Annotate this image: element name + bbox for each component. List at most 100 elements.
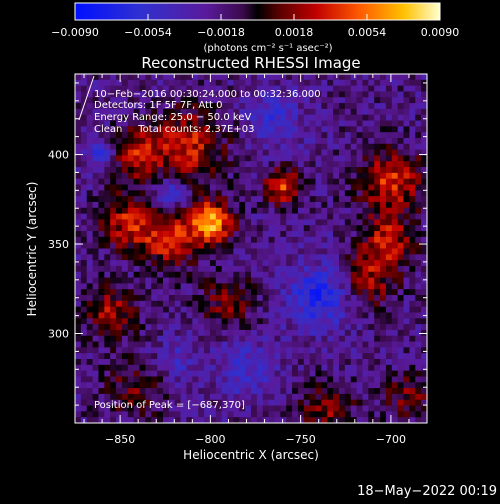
heatmap-cell [339,155,346,162]
heatmap-cell [303,74,311,81]
heatmap-cell [303,364,311,372]
heatmap-cell [75,120,82,127]
heatmap-cell [233,271,240,278]
heatmap-cell [245,359,252,366]
heatmap-cell [380,393,387,401]
heatmap-cell [239,114,246,121]
heatmap-cell [98,254,105,261]
heatmap-cell [86,248,93,255]
heatmap-cell [204,318,211,325]
heatmap-cell [327,120,334,127]
heatmap-cell [127,167,135,174]
heatmap-cell [303,114,311,121]
heatmap-cell [174,219,181,226]
heatmap-cell [368,143,375,151]
heatmap-cell [421,184,427,191]
heatmap-cell [151,277,158,284]
heatmap-cell [368,370,375,377]
heatmap-cell [280,178,287,185]
heatmap-cell [292,178,299,185]
heatmap-cell [421,411,427,418]
heatmap-cell [385,370,393,377]
heatmap-cell [280,324,287,331]
heatmap-cell [245,207,252,214]
heatmap-cell [256,114,264,121]
heatmap-cell [380,213,387,220]
heatmap-cell [151,399,158,406]
heatmap-cell [116,91,123,98]
heatmap-cell [180,161,187,168]
heatmap-cell [145,254,152,261]
heatmap-cell [333,108,340,116]
heatmap-cell [297,283,305,290]
heatmap-cell [297,411,305,418]
heatmap-cell [209,213,217,220]
heatmap-cell [274,184,281,191]
heatmap-cell [274,277,281,284]
heatmap-cell [362,335,369,342]
heatmap-cell [239,79,246,87]
heatmap-cell [344,329,352,337]
heatmap-cell [356,167,363,174]
heatmap-cell [174,271,181,278]
heatmap-cell [80,359,88,366]
heatmap-cell [215,91,223,98]
heatmap-cell [192,231,199,238]
heatmap-cell [391,248,399,255]
heatmap-cell [368,289,375,296]
heatmap-cell [391,167,399,174]
heatmap-cell [145,277,152,284]
x-axis-label: Heliocentric X (arcsec) [183,448,319,462]
heatmap-cell [397,312,404,319]
heatmap-cell [204,417,211,423]
heatmap-cell [92,260,99,267]
heatmap-cell [268,178,275,185]
heatmap-cell [145,329,152,337]
heatmap-cell [121,329,129,337]
heatmap-cell [315,295,322,302]
heatmap-cell [409,79,416,87]
heatmap-cell [268,74,275,81]
heatmap-cell [286,335,293,342]
heatmap-cell [133,149,140,156]
heatmap-cell [251,108,258,116]
heatmap-cell [227,85,234,92]
heatmap-cell [233,318,240,325]
heatmap-cell [268,295,275,302]
heatmap-cell [274,260,281,267]
heatmap-cell [233,312,240,319]
heatmap-cell [333,143,340,151]
heatmap-cell [186,225,193,232]
heatmap-cell [274,399,281,406]
heatmap-cell [121,225,129,232]
heatmap-cell [133,103,140,110]
heatmap-cell [75,376,82,383]
heatmap-cell [139,213,146,220]
heatmap-cell [157,388,164,395]
heatmap-cell [151,335,158,342]
heatmap-cell [163,231,170,238]
heatmap-cell [127,324,135,331]
heatmap-cell [415,219,422,226]
heatmap-cell [374,85,381,92]
heatmap-cell [233,201,240,209]
heatmap-cell [309,167,316,174]
heatmap-cell [227,271,234,278]
heatmap-cell [245,295,252,302]
heatmap-cell [321,347,328,354]
heatmap-cell [221,405,228,412]
heatmap-cell [192,271,199,278]
heatmap-cell [92,289,99,296]
heatmap-cell [297,376,305,383]
heatmap-cell [339,324,346,331]
heatmap-cell [245,190,252,197]
heatmap-cell [204,300,211,308]
heatmap-cell [292,149,299,156]
heatmap-cell [415,149,422,156]
heatmap-cell [297,370,305,377]
heatmap-cell [133,260,140,267]
heatmap-cell [180,376,187,383]
heatmap-cell [139,167,146,174]
heatmap-cell [110,74,117,81]
heatmap-cell [309,120,316,127]
